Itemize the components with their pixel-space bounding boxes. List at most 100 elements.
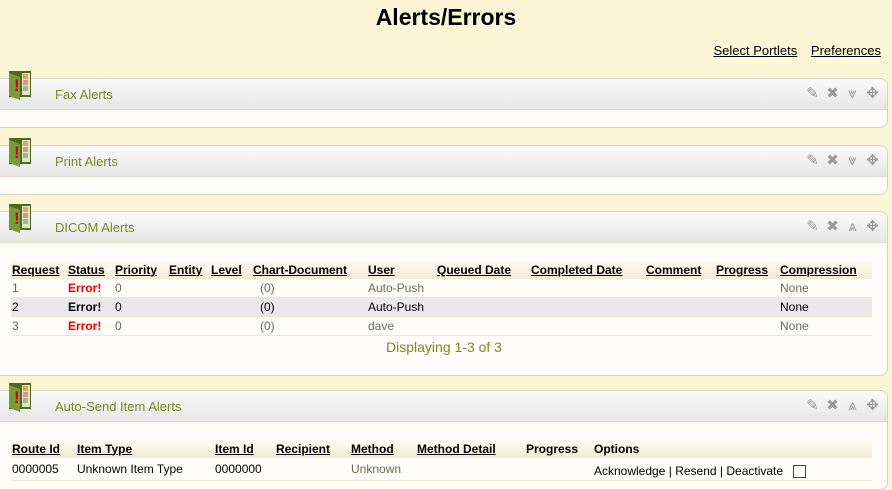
table-cell: [168, 279, 210, 298]
collapse-icon[interactable]: ⩔: [848, 152, 857, 169]
pagination-status: Displaying 1-3 of 3: [386, 339, 502, 355]
edit-icon[interactable]: ✎: [806, 152, 819, 169]
alert-folder-icon: !: [9, 204, 31, 233]
column-header[interactable]: Compression: [779, 260, 872, 279]
close-icon[interactable]: ✖: [826, 85, 839, 102]
table-cell: Error!: [67, 297, 114, 317]
table-cell: (0): [252, 279, 367, 298]
table-cell: Unknown: [350, 458, 416, 481]
table-cell: Auto-Push: [367, 279, 436, 298]
table-cell: Auto-Push: [367, 297, 436, 317]
table-cell: [436, 316, 530, 336]
table-cell: None: [779, 279, 872, 298]
table-cell: 0000005: [11, 458, 76, 481]
column-header[interactable]: Item Type: [76, 439, 214, 458]
portlet-header: ! Auto-Send Item Alerts ✎ ✖ ⩓ ✥: [0, 383, 887, 422]
column-header[interactable]: Recipient: [275, 439, 350, 458]
table-cell: [275, 458, 350, 481]
alert-folder-icon: !: [9, 138, 31, 167]
column-header[interactable]: Progress: [525, 439, 593, 458]
edit-icon[interactable]: ✎: [806, 218, 819, 235]
column-header[interactable]: Method: [350, 439, 416, 458]
column-header[interactable]: Status: [67, 260, 114, 279]
preferences-link[interactable]: Preferences: [810, 43, 881, 58]
table-row[interactable]: 2 Error! 0 (0) Auto-Push None: [11, 297, 872, 317]
column-header[interactable]: Progress: [715, 260, 779, 279]
column-header[interactable]: Method Detail: [416, 439, 525, 458]
table-cell: [416, 458, 525, 481]
acknowledge-link[interactable]: Acknowledge: [594, 463, 666, 478]
table-cell: (0): [252, 297, 367, 317]
table-cell: [645, 297, 715, 317]
table-cell: 0: [114, 279, 168, 298]
expand-icon[interactable]: ⩓: [848, 218, 857, 235]
column-header[interactable]: Level: [210, 260, 252, 279]
page-title: Alerts/Errors: [375, 4, 517, 30]
table-row[interactable]: 1 Error! 0 (0) Auto-Push None: [11, 279, 872, 298]
deactivate-link[interactable]: Deactivate: [726, 463, 784, 478]
table-cell: dave: [367, 316, 436, 336]
table-cell: [530, 279, 645, 298]
select-portlets-link[interactable]: Select Portlets: [713, 43, 798, 58]
table-cell: [715, 297, 779, 317]
edit-icon[interactable]: ✎: [806, 85, 819, 102]
move-icon[interactable]: ✥: [866, 85, 879, 102]
move-icon[interactable]: ✥: [866, 218, 879, 235]
options-cell: Acknowledge | Resend | Deactivate: [593, 458, 872, 481]
table-cell: Error!: [67, 316, 114, 336]
dicom-table: Request Status Priority Entity Level Chart-Do…: [11, 260, 872, 336]
column-header[interactable]: Item Id: [214, 439, 275, 458]
column-header[interactable]: Entity: [168, 260, 210, 279]
move-icon[interactable]: ✥: [866, 152, 879, 169]
table-cell: [525, 458, 593, 481]
column-header[interactable]: Chart-Document: [252, 260, 367, 279]
table-cell: None: [779, 316, 872, 336]
edit-icon[interactable]: ✎: [806, 397, 819, 414]
expand-icon[interactable]: ⩓: [848, 397, 857, 414]
table-cell: [210, 297, 252, 317]
table-cell: [436, 297, 530, 317]
table-row[interactable]: 0000005 Unknown Item Type 0000000 Unknown Ac…: [11, 458, 872, 481]
column-header[interactable]: User: [367, 260, 436, 279]
table-cell: 2: [11, 297, 67, 317]
column-header[interactable]: Request: [11, 260, 67, 279]
column-header[interactable]: Options: [593, 439, 872, 458]
table-cell: [715, 316, 779, 336]
table-cell: [168, 297, 210, 317]
table-cell: [168, 316, 210, 336]
close-icon[interactable]: ✖: [826, 152, 839, 169]
table-cell: 0000000: [214, 458, 275, 481]
table-cell: 3: [11, 316, 67, 336]
move-icon[interactable]: ✥: [866, 397, 879, 414]
close-icon[interactable]: ✖: [826, 397, 839, 414]
alert-folder-icon: !: [9, 71, 31, 100]
autosend-table: Route Id Item Type Item Id Recipient Method M…: [11, 439, 872, 481]
portlet-print-alerts: ! Print Alerts ✎ ✖ ⩔ ✥: [0, 138, 888, 195]
select-checkbox[interactable]: [793, 465, 807, 479]
close-icon[interactable]: ✖: [826, 218, 839, 235]
resend-link[interactable]: Resend: [675, 463, 717, 478]
portlet-header: ! DICOM Alerts ✎ ✖ ⩓ ✥: [0, 204, 887, 243]
top-links: Select Portlets Preferences: [703, 43, 881, 58]
column-header[interactable]: Route Id: [11, 439, 76, 458]
column-header[interactable]: Comment: [645, 260, 715, 279]
portlet-header: ! Fax Alerts ✎ ✖ ⩔ ✥: [0, 71, 887, 110]
table-cell: [715, 279, 779, 298]
portlet-title: DICOM Alerts: [55, 220, 135, 235]
table-row[interactable]: 3 Error! 0 (0) dave None: [11, 316, 872, 336]
column-header[interactable]: Priority: [114, 260, 168, 279]
alert-folder-icon: !: [9, 383, 31, 412]
table-cell: [530, 316, 645, 336]
portlet-title: Print Alerts: [55, 154, 118, 169]
table-cell: Error!: [67, 279, 114, 298]
table-cell: [645, 316, 715, 336]
portlet-fax-alerts: ! Fax Alerts ✎ ✖ ⩔ ✥: [0, 71, 888, 128]
table-cell: 0: [114, 297, 168, 317]
portlet-header: ! Print Alerts ✎ ✖ ⩔ ✥: [0, 138, 887, 177]
table-cell: Unknown Item Type: [76, 458, 214, 481]
column-header[interactable]: Queued Date: [436, 260, 530, 279]
column-header[interactable]: Completed Date: [530, 260, 645, 279]
svg-text:!: !: [14, 76, 20, 95]
collapse-icon[interactable]: ⩔: [848, 85, 857, 102]
table-cell: None: [779, 297, 872, 317]
